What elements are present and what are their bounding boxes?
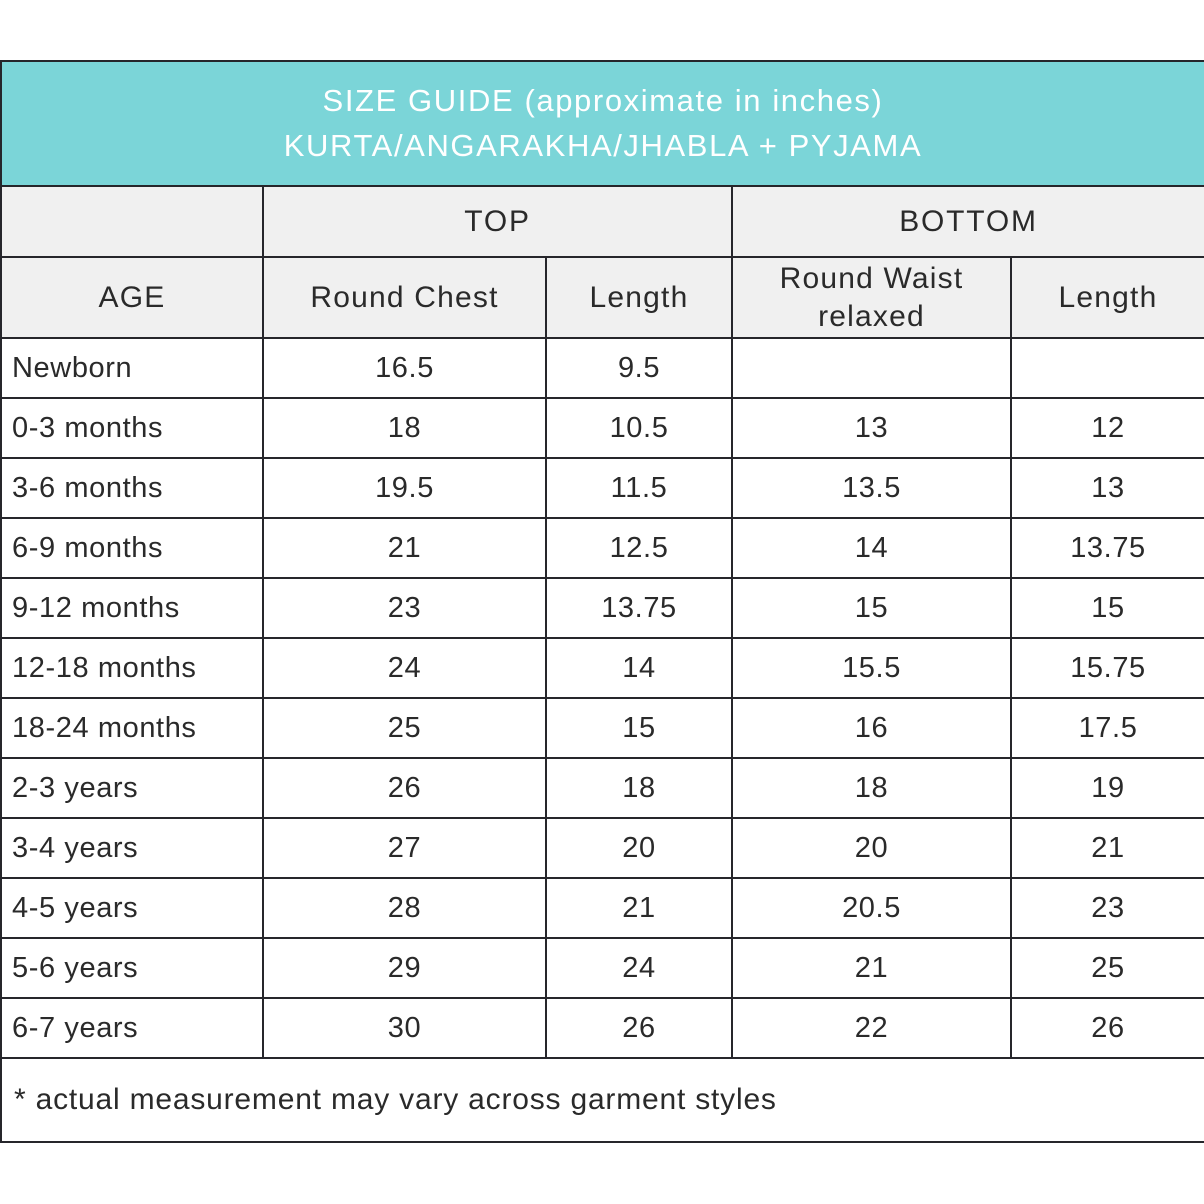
cell-round-waist: 20 bbox=[731, 817, 1012, 879]
cell-round-chest: 18 bbox=[262, 397, 547, 459]
table-row: Newborn 16.5 9.5 bbox=[0, 337, 1204, 399]
cell-bottom-length: 19 bbox=[1010, 757, 1204, 819]
cell-age: 4-5 years bbox=[0, 877, 264, 939]
table-row: 6-9 months 21 12.5 14 13.75 bbox=[0, 517, 1204, 579]
cell-bottom-length: 17.5 bbox=[1010, 697, 1204, 759]
cell-round-chest: 23 bbox=[262, 577, 547, 639]
cell-round-waist: 14 bbox=[731, 517, 1012, 579]
cell-bottom-length: 21 bbox=[1010, 817, 1204, 879]
cell-round-waist: 21 bbox=[731, 937, 1012, 999]
cell-top-length: 20 bbox=[545, 817, 733, 879]
column-header-round-chest: Round Chest bbox=[262, 256, 547, 339]
cell-bottom-length: 15 bbox=[1010, 577, 1204, 639]
cell-bottom-length: 13.75 bbox=[1010, 517, 1204, 579]
cell-bottom-length: 26 bbox=[1010, 997, 1204, 1059]
cell-round-chest: 19.5 bbox=[262, 457, 547, 519]
column-header-age: AGE bbox=[0, 256, 264, 339]
cell-age: 18-24 months bbox=[0, 697, 264, 759]
table-row: 2-3 years 26 18 18 19 bbox=[0, 757, 1204, 819]
cell-round-waist: 18 bbox=[731, 757, 1012, 819]
column-group-row: TOP BOTTOM bbox=[0, 185, 1204, 258]
table-row: 18-24 months 25 15 16 17.5 bbox=[0, 697, 1204, 759]
table-row: 4-5 years 28 21 20.5 23 bbox=[0, 877, 1204, 939]
cell-bottom-length: 12 bbox=[1010, 397, 1204, 459]
cell-top-length: 11.5 bbox=[545, 457, 733, 519]
cell-age: 12-18 months bbox=[0, 637, 264, 699]
page: SIZE GUIDE (approximate in inches) KURTA… bbox=[0, 60, 1204, 1143]
cell-top-length: 12.5 bbox=[545, 517, 733, 579]
column-header-round-waist: Round Waist relaxed bbox=[731, 256, 1012, 339]
cell-bottom-length: 23 bbox=[1010, 877, 1204, 939]
footnote-row: * actual measurement may vary across gar… bbox=[0, 1057, 1204, 1143]
column-header-top-length: Length bbox=[545, 256, 733, 339]
column-group-bottom: BOTTOM bbox=[731, 185, 1204, 258]
cell-round-chest: 21 bbox=[262, 517, 547, 579]
group-spacer-cell bbox=[0, 185, 264, 258]
column-header-bottom-length: Length bbox=[1010, 256, 1204, 339]
size-guide-banner: SIZE GUIDE (approximate in inches) KURTA… bbox=[0, 60, 1204, 187]
cell-round-waist: 22 bbox=[731, 997, 1012, 1059]
cell-round-chest: 27 bbox=[262, 817, 547, 879]
cell-age: 9-12 months bbox=[0, 577, 264, 639]
cell-age: 3-6 months bbox=[0, 457, 264, 519]
cell-age: Newborn bbox=[0, 337, 264, 399]
cell-age: 0-3 months bbox=[0, 397, 264, 459]
banner-row: SIZE GUIDE (approximate in inches) KURTA… bbox=[0, 60, 1204, 187]
cell-top-length: 24 bbox=[545, 937, 733, 999]
cell-round-chest: 29 bbox=[262, 937, 547, 999]
footnote: * actual measurement may vary across gar… bbox=[0, 1057, 1204, 1143]
table-row: 5-6 years 29 24 21 25 bbox=[0, 937, 1204, 999]
cell-top-length: 26 bbox=[545, 997, 733, 1059]
cell-top-length: 15 bbox=[545, 697, 733, 759]
cell-round-waist: 16 bbox=[731, 697, 1012, 759]
cell-age: 5-6 years bbox=[0, 937, 264, 999]
column-header-row: AGE Round Chest Length Round Waist relax… bbox=[0, 256, 1204, 339]
cell-round-chest: 26 bbox=[262, 757, 547, 819]
cell-top-length: 18 bbox=[545, 757, 733, 819]
table-row: 3-6 months 19.5 11.5 13.5 13 bbox=[0, 457, 1204, 519]
table-row: 3-4 years 27 20 20 21 bbox=[0, 817, 1204, 879]
cell-round-chest: 30 bbox=[262, 997, 547, 1059]
cell-round-waist: 20.5 bbox=[731, 877, 1012, 939]
cell-round-waist bbox=[731, 337, 1012, 399]
banner-title: SIZE GUIDE (approximate in inches) bbox=[322, 83, 884, 119]
cell-age: 3-4 years bbox=[0, 817, 264, 879]
banner-subtitle: KURTA/ANGARAKHA/JHABLA + PYJAMA bbox=[283, 127, 923, 163]
table-row: 6-7 years 30 26 22 26 bbox=[0, 997, 1204, 1059]
cell-top-length: 9.5 bbox=[545, 337, 733, 399]
cell-top-length: 13.75 bbox=[545, 577, 733, 639]
column-group-top: TOP bbox=[262, 185, 733, 258]
cell-round-waist: 15.5 bbox=[731, 637, 1012, 699]
table-row: 9-12 months 23 13.75 15 15 bbox=[0, 577, 1204, 639]
cell-bottom-length: 25 bbox=[1010, 937, 1204, 999]
cell-top-length: 21 bbox=[545, 877, 733, 939]
cell-round-waist: 15 bbox=[731, 577, 1012, 639]
cell-round-chest: 28 bbox=[262, 877, 547, 939]
cell-bottom-length bbox=[1010, 337, 1204, 399]
cell-age: 6-9 months bbox=[0, 517, 264, 579]
cell-age: 6-7 years bbox=[0, 997, 264, 1059]
cell-bottom-length: 15.75 bbox=[1010, 637, 1204, 699]
cell-round-waist: 13 bbox=[731, 397, 1012, 459]
cell-round-waist: 13.5 bbox=[731, 457, 1012, 519]
cell-top-length: 14 bbox=[545, 637, 733, 699]
cell-top-length: 10.5 bbox=[545, 397, 733, 459]
table-row: 0-3 months 18 10.5 13 12 bbox=[0, 397, 1204, 459]
cell-bottom-length: 13 bbox=[1010, 457, 1204, 519]
cell-round-chest: 16.5 bbox=[262, 337, 547, 399]
table-row: 12-18 months 24 14 15.5 15.75 bbox=[0, 637, 1204, 699]
cell-round-chest: 25 bbox=[262, 697, 547, 759]
cell-age: 2-3 years bbox=[0, 757, 264, 819]
size-guide-table: SIZE GUIDE (approximate in inches) KURTA… bbox=[0, 60, 1204, 1143]
cell-round-chest: 24 bbox=[262, 637, 547, 699]
